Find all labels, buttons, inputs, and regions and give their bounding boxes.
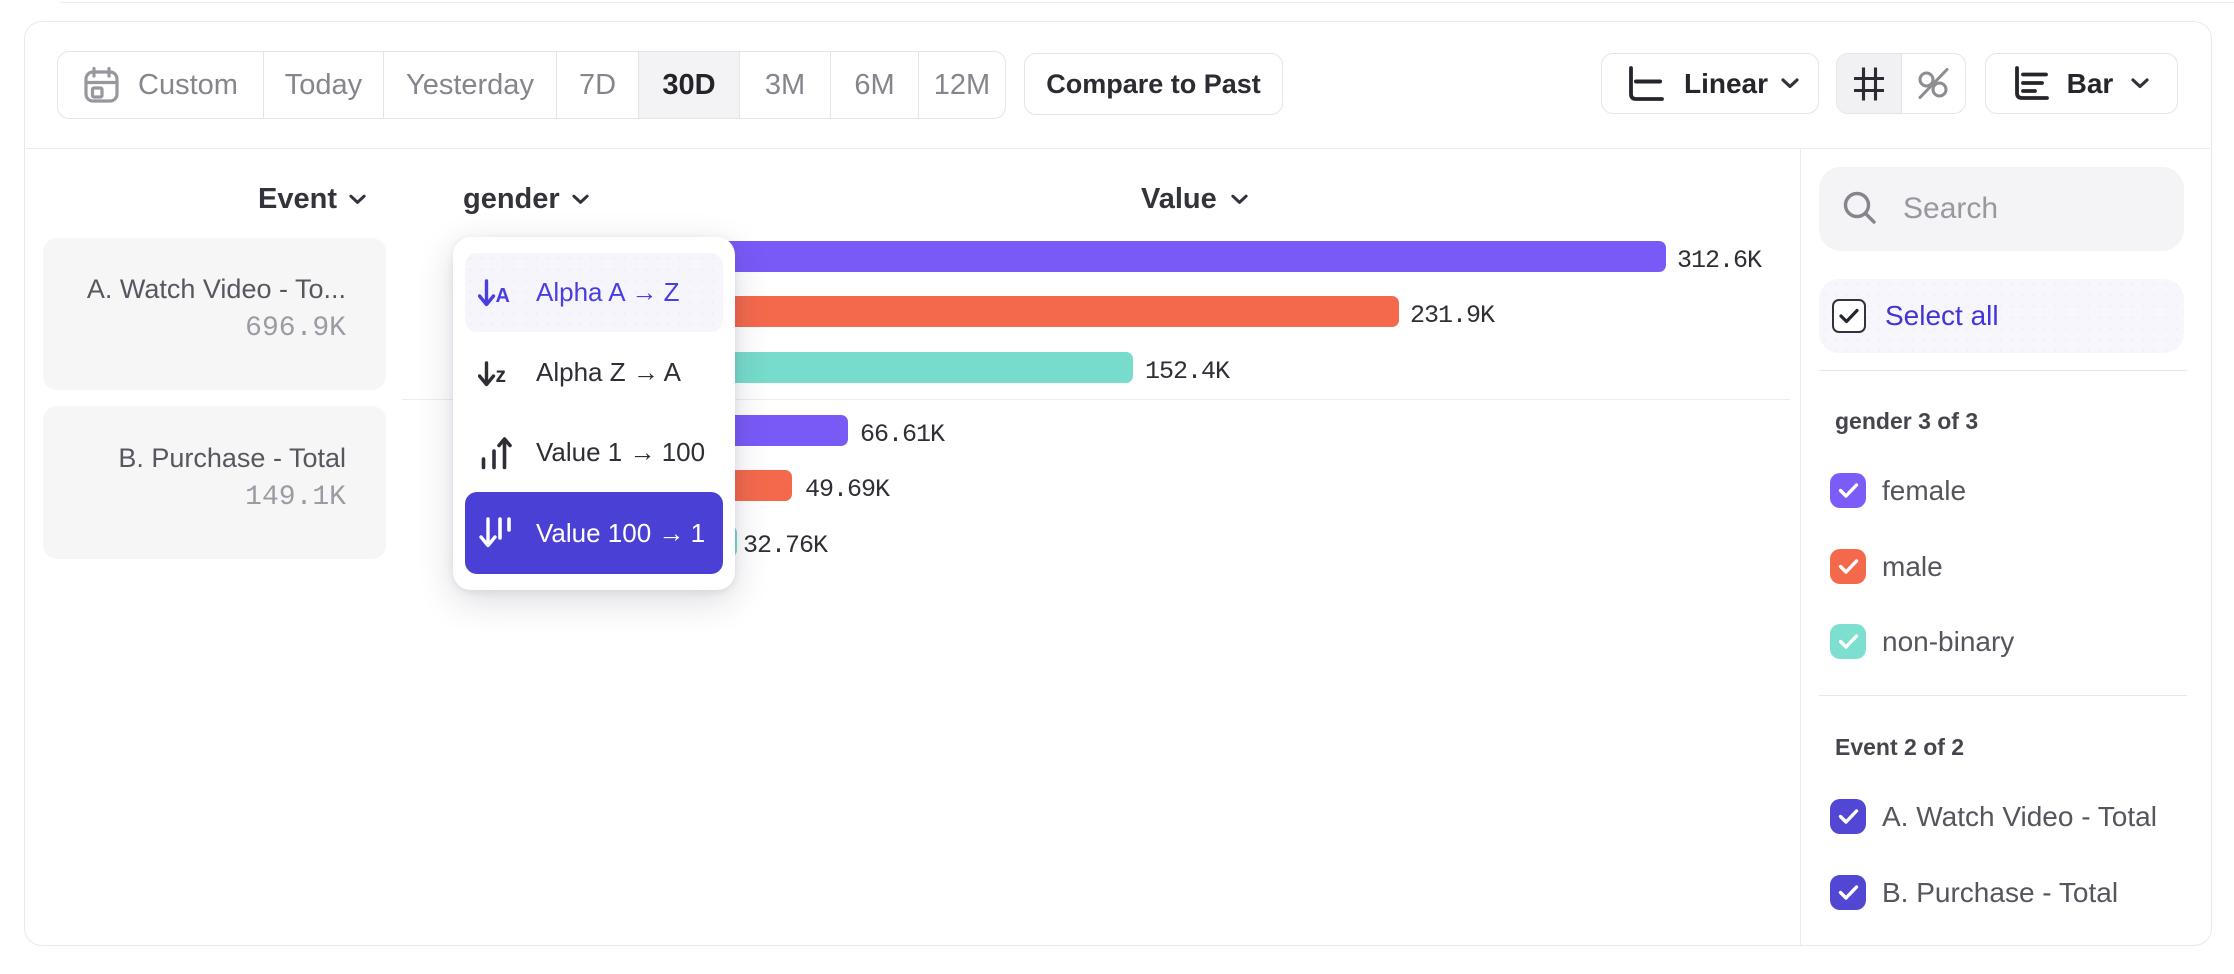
svg-text:z: z (496, 364, 507, 387)
svg-text:A: A (496, 285, 510, 307)
